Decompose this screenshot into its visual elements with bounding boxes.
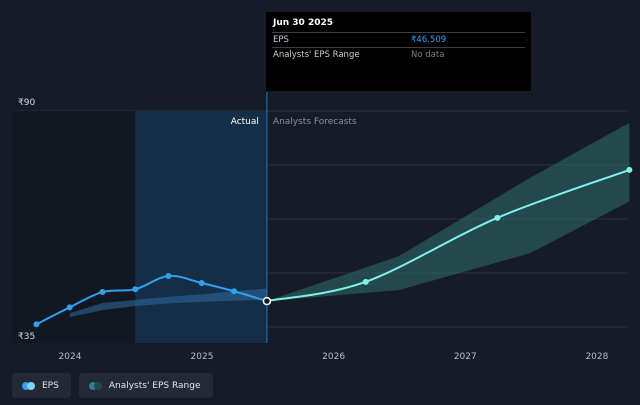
eps-forecast-point: [494, 214, 501, 221]
eps-points: [33, 166, 633, 328]
eps-point: [231, 288, 238, 295]
tooltip-range-label: Analysts' EPS Range: [273, 50, 360, 60]
legend-item-eps-range[interactable]: Analysts' EPS Range: [78, 373, 213, 398]
x-axis-ticks: 2024 2025 2026 2027 2028: [59, 352, 609, 362]
legend: EPS Analysts' EPS Range: [12, 373, 213, 398]
y-axis-max-label: ₹90: [18, 98, 35, 108]
x-tick-label: 2027: [454, 352, 477, 362]
eps-point: [132, 286, 139, 293]
x-tick-label: 2026: [322, 352, 345, 362]
forecast-region-label: Analysts Forecasts: [273, 117, 357, 127]
hover-tooltip: Jun 30 2025 EPS ₹46.509 Analysts' EPS Ra…: [266, 12, 531, 91]
actual-eps-range-band: [69, 288, 267, 318]
tooltip-eps-value: ₹46.509: [411, 35, 447, 45]
y-axis-min-label: ₹35: [18, 332, 35, 342]
tooltip-row-range: Analysts' EPS Range No data: [272, 47, 525, 62]
forecast-eps-range-band: [266, 122, 630, 302]
x-tick-label: 2028: [585, 352, 608, 362]
legend-label-eps-range: Analysts' EPS Range: [108, 380, 201, 391]
actual-region-label: Actual: [231, 117, 259, 127]
legend-label-eps: EPS: [42, 380, 59, 391]
eps-forecast-point: [626, 166, 633, 173]
eps-forecast-line: [266, 168, 630, 303]
eps-range-legend-dots-icon: [88, 381, 103, 390]
eps-point: [66, 304, 73, 311]
legend-item-eps[interactable]: EPS: [12, 373, 71, 398]
tooltip-eps-label: EPS: [273, 35, 289, 45]
tooltip-range-value: No data: [411, 50, 445, 60]
eps-point: [99, 289, 106, 296]
eps-point: [198, 280, 205, 287]
eps-point: [165, 272, 172, 279]
x-tick-label: 2025: [191, 352, 214, 362]
eps-forecast-point: [362, 278, 369, 285]
tooltip-row-eps: EPS ₹46.509: [272, 32, 525, 47]
hover-period-highlight: [135, 111, 267, 343]
eps-point: [33, 321, 40, 328]
hover-point: [262, 296, 272, 306]
eps-legend-dots-icon: [22, 381, 36, 390]
tooltip-date: Jun 30 2025: [273, 18, 334, 28]
x-tick-label: 2024: [59, 352, 82, 362]
